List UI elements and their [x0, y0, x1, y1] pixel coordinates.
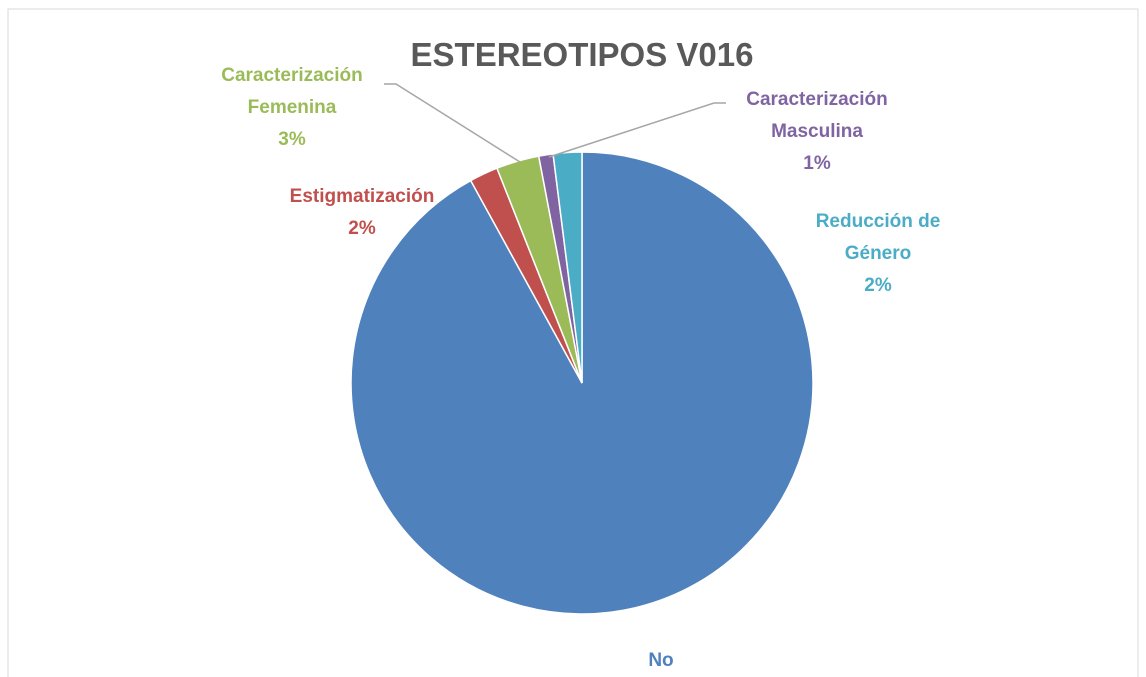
value-label: 2% — [348, 218, 376, 239]
category-label: Caracterización Masculina — [746, 89, 888, 142]
data-label: Caracterización Masculina 1% — [722, 84, 912, 180]
pie-slice — [552, 151, 583, 384]
data-label: No92% — [616, 645, 706, 677]
chart-title: ESTEREOTIPOS V016 — [410, 36, 754, 73]
value-label: 1% — [803, 153, 831, 174]
value-label: 3% — [278, 129, 306, 150]
chart-border — [7, 8, 1139, 677]
category-label: No — [648, 650, 674, 671]
category-label: Caracterización Femenina — [221, 65, 363, 118]
data-label: Estigmatización 2% — [262, 181, 462, 245]
data-label: Caracterización Femenina 3% — [197, 60, 387, 156]
category-label: Reducción de Género — [815, 211, 941, 264]
data-label: Reducción de Género 2% — [803, 206, 953, 302]
leader-line — [548, 102, 726, 158]
category-label: Estigmatización — [289, 186, 435, 207]
value-label: 2% — [864, 275, 892, 296]
leader-line — [384, 83, 521, 163]
